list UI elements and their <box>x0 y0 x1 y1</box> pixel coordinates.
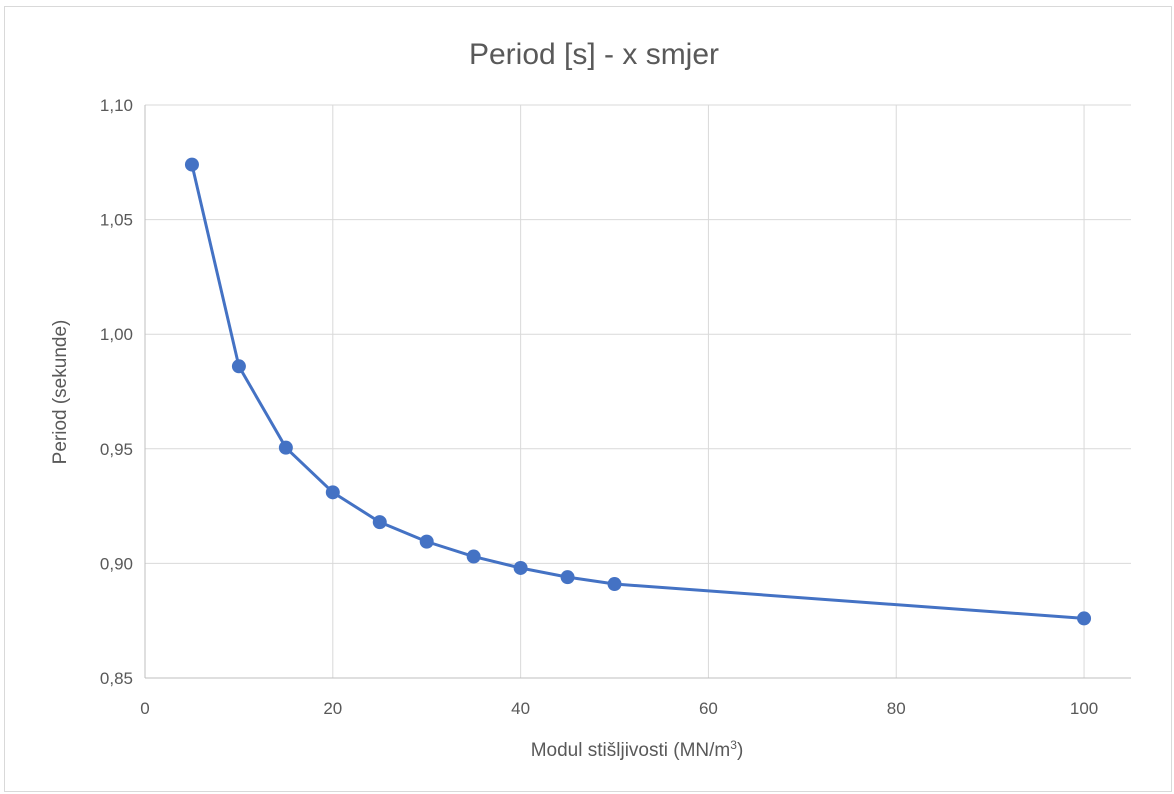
data-point <box>1077 611 1092 626</box>
y-tick-label: 1,10 <box>100 96 133 115</box>
x-tick-label: 0 <box>140 699 149 718</box>
y-tick-label: 0,85 <box>100 669 133 688</box>
x-axis-label-end: ) <box>737 740 743 761</box>
data-point <box>231 359 246 374</box>
y-tick-label: 1,05 <box>100 211 133 230</box>
x-tick-label: 60 <box>699 699 718 718</box>
tick-labels: 0,85 0,90 0,95 1,00 1,05 1,10 0 20 40 60 80 100 <box>100 96 1098 718</box>
x-tick-label: 40 <box>511 699 530 718</box>
grid-layer <box>144 104 1131 679</box>
data-point <box>325 485 340 500</box>
data-point <box>513 560 528 575</box>
y-axis-label: Period (sekunde) <box>50 320 71 465</box>
series-layer <box>184 157 1092 626</box>
x-tick-label: 80 <box>887 699 906 718</box>
data-point <box>372 515 387 530</box>
series-line <box>190 164 1085 620</box>
x-tick-label: 20 <box>323 699 342 718</box>
y-tick-label: 0,90 <box>100 554 133 573</box>
y-tick-label: 1,00 <box>100 325 133 344</box>
data-point <box>419 534 434 549</box>
y-tick-label: 0,95 <box>100 440 133 459</box>
data-point <box>560 570 575 585</box>
x-axis-label-superscript: 3 <box>730 738 737 752</box>
x-axis-label-main: Modul stišljivosti (MN/m <box>531 740 731 761</box>
x-tick-label: 100 <box>1070 699 1098 718</box>
data-point <box>466 549 481 564</box>
chart-frame <box>4 6 1172 792</box>
x-axis-label: Modul stišljivosti (MN/m3) <box>531 738 744 761</box>
data-point <box>184 157 199 172</box>
data-point <box>607 577 622 592</box>
data-point <box>278 440 293 455</box>
chart-title: Period [s] - x smjer <box>469 38 719 71</box>
